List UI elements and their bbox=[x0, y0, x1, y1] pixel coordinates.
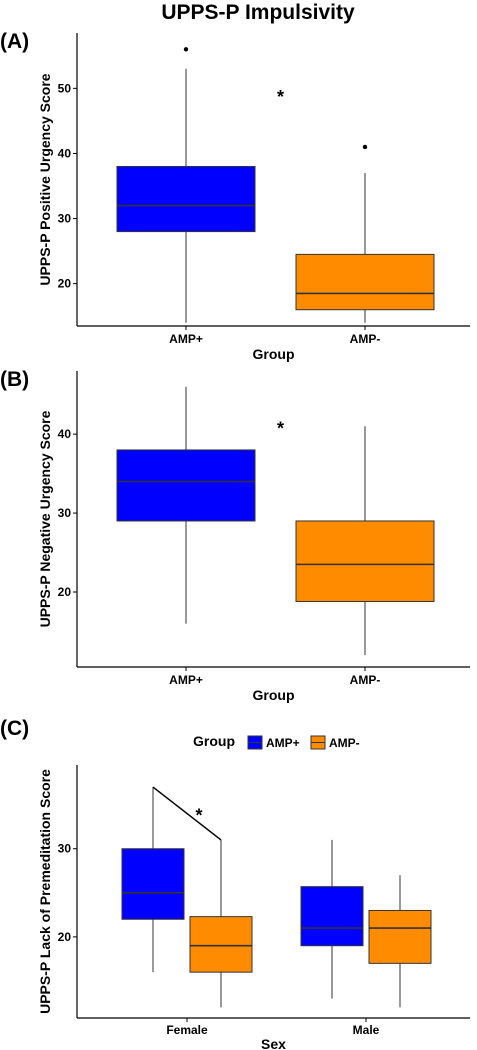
chart-panels: (A) 20 30 40 50 AMP+ AMP- Group UPPS-P Positive … bbox=[0, 30, 470, 1050]
significance-marker: * bbox=[195, 805, 202, 825]
box-Male-AMP- bbox=[368, 875, 432, 1008]
box-body bbox=[295, 253, 435, 311]
x-axis-title: Group bbox=[253, 687, 295, 703]
y-tick-label: 30 bbox=[58, 506, 72, 520]
y-tick-label: 40 bbox=[58, 427, 72, 441]
box-body bbox=[116, 165, 256, 233]
box-Male-AMP+ bbox=[300, 839, 364, 999]
y-tick-label: 50 bbox=[58, 81, 72, 95]
legend-label: AMP+ bbox=[266, 736, 300, 750]
panel-label: (A) bbox=[0, 30, 29, 53]
panel-label: (C) bbox=[0, 717, 29, 740]
x-tick-label: AMP+ bbox=[169, 673, 203, 687]
y-tick-label: 20 bbox=[58, 277, 72, 291]
significance-marker: * bbox=[277, 87, 284, 107]
chart-panel-2: (B) 20 30 40 AMP+ AMP- Group UPPS-P Negative Ur… bbox=[0, 368, 470, 703]
x-tick-label: Female bbox=[166, 1023, 208, 1037]
legend-title: Group bbox=[193, 733, 235, 749]
x-tick-label: AMP+ bbox=[169, 332, 203, 346]
x-axis-title: Sex bbox=[261, 1036, 286, 1050]
box-body bbox=[189, 916, 253, 973]
chart-panel-1: (A) 20 30 40 50 AMP+ AMP- Group UPPS-P Positive … bbox=[0, 30, 470, 362]
x-tick-label: AMP- bbox=[350, 673, 381, 687]
legend-entry-AMP-: AMP- bbox=[310, 735, 360, 750]
box-AMP--AMP- bbox=[295, 426, 435, 656]
outlier-point bbox=[362, 144, 368, 150]
y-axis-title: UPPS-P Negative Urgency Score bbox=[37, 410, 53, 627]
box-body bbox=[116, 449, 256, 522]
panel-label: (B) bbox=[0, 368, 29, 391]
significance-line bbox=[152, 786, 222, 841]
box-AMP+-AMP+ bbox=[116, 47, 256, 323]
x-axis-title: Group bbox=[253, 346, 295, 362]
x-tick-label: Male bbox=[353, 1023, 380, 1037]
legend-entry-AMP+: AMP+ bbox=[247, 735, 300, 750]
box-body bbox=[368, 909, 432, 964]
box-body bbox=[295, 520, 435, 602]
y-axis-title: UPPS-P Positive Urgency Score bbox=[37, 73, 53, 285]
y-tick-label: 20 bbox=[58, 585, 72, 599]
box-body bbox=[121, 848, 185, 920]
y-tick-label: 40 bbox=[58, 146, 72, 160]
legend: Group AMP+ AMP- bbox=[193, 733, 360, 750]
box-AMP--AMP- bbox=[295, 144, 435, 323]
y-tick-label: 20 bbox=[58, 930, 72, 944]
x-tick-label: AMP- bbox=[350, 332, 381, 346]
figure-title: UPPS-P Impulsivity bbox=[161, 1, 355, 24]
chart-panel-3: (C) 20 30 Female Male Sex UPPS-P Lack of Preme… bbox=[0, 717, 470, 1050]
y-tick-label: 30 bbox=[58, 842, 72, 856]
legend-label: AMP- bbox=[329, 736, 360, 750]
significance-marker: * bbox=[277, 418, 284, 438]
outlier-point bbox=[183, 47, 189, 52]
y-axis-title: UPPS-P Lack of Premeditation Score bbox=[37, 769, 53, 1014]
y-tick-label: 30 bbox=[58, 212, 72, 226]
box-Female-AMP- bbox=[189, 839, 253, 1008]
box-body bbox=[300, 886, 364, 947]
box-AMP+-AMP+ bbox=[116, 386, 256, 624]
box-Female-AMP+ bbox=[121, 787, 185, 973]
